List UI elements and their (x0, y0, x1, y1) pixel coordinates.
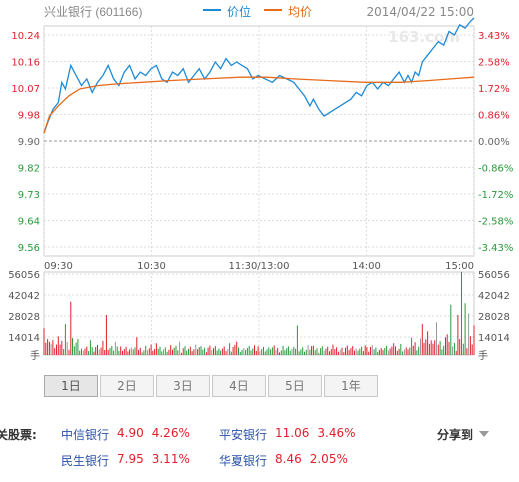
price-tick-label: 9.98 (18, 111, 40, 122)
stock-price: 8.46 (275, 452, 302, 466)
stock-price: 7.95 (117, 452, 144, 466)
time-tick-label: 10:30 (137, 261, 166, 272)
percent-tick-label: 3.43% (478, 31, 510, 42)
related-stock-item[interactable]: 华夏银行 8.46 2.05% (219, 452, 348, 469)
percent-axis: 3.43% 2.58% 1.72% 0.86% 0.00% -0.86% -1.72% -2.… (478, 31, 513, 254)
price-tick-label: 9.73 (18, 190, 40, 201)
chart-datetime: 2014/04/22 15:00 (366, 5, 474, 19)
percent-tick-label: 0.86% (478, 111, 510, 122)
stock-name[interactable]: 华夏银行 (219, 454, 268, 468)
volume-unit-label: 手 (478, 349, 488, 362)
time-tick-label: 14:00 (352, 261, 381, 272)
legend-avg-label: 均价 (288, 5, 312, 19)
volume-unit-label: 手 (30, 349, 40, 362)
related-stock-item[interactable]: 民生银行 7.95 3.11% (61, 452, 190, 469)
price-tick-label: 10.24 (11, 31, 40, 42)
price-line (43, 17, 475, 134)
related-stocks: 关股票: 中信银行 4.90 4.26% 平安银行 11.06 3.46% 民生… (0, 420, 519, 482)
percent-tick-label: 0.00% (478, 137, 510, 148)
price-grid (43, 25, 475, 257)
stock-price: 11.06 (275, 426, 310, 440)
volume-tick-label: 42042 (8, 291, 40, 302)
percent-tick-label: 2.58% (478, 58, 510, 69)
volume-tick-label: 28028 (8, 312, 40, 323)
chevron-down-icon (479, 431, 490, 437)
related-stock-item[interactable]: 中信银行 4.90 4.26% (61, 426, 190, 443)
period-tabs: 1日 2日 3日 4日 5日 1年 (44, 375, 380, 397)
stock-name[interactable]: 中信银行 (61, 428, 110, 442)
stock-change: 3.11% (151, 452, 190, 466)
tab-4day[interactable]: 4日 (212, 375, 266, 397)
stock-change: 4.26% (151, 426, 190, 440)
volume-bars (43, 272, 475, 355)
volume-tick-label: 28028 (478, 312, 510, 323)
volume-grid (43, 271, 475, 356)
volume-axis: 56056 56056 42042 42042 28028 28028 14014 14014… (8, 270, 510, 362)
price-tick-label: 9.64 (18, 217, 40, 228)
percent-tick-label: -0.86% (478, 164, 513, 175)
volume-tick-label: 42042 (478, 291, 510, 302)
stock-change: 2.05% (309, 452, 348, 466)
chart-title: 兴业银行 (601166) (44, 5, 142, 19)
average-price-line (43, 76, 475, 134)
related-stock-item[interactable]: 平安银行 11.06 3.46% (219, 426, 356, 443)
percent-tick-label: -2.58% (478, 217, 513, 228)
tab-2day[interactable]: 2日 (100, 375, 154, 397)
volume-tick-label: 14014 (478, 333, 510, 344)
watermark: 163.com (388, 28, 460, 46)
volume-tick-label: 56056 (8, 270, 40, 281)
volume-tick-label: 56056 (478, 270, 510, 281)
time-axis: 09:30 10:30 11:30/13:00 14:00 15:00 (44, 261, 474, 272)
intraday-chart: 兴业银行 (601166) 价位 均价 2014/04/22 15:00 163… (8, 4, 513, 362)
price-tick-label: 9.90 (18, 137, 40, 148)
percent-tick-label: 1.72% (478, 84, 510, 95)
share-button[interactable]: 分享到 (437, 426, 490, 443)
price-tick-label: 9.56 (18, 243, 40, 254)
tab-1year[interactable]: 1年 (324, 375, 378, 397)
percent-tick-label: -1.72% (478, 190, 513, 201)
share-label: 分享到 (437, 428, 474, 442)
legend: 价位 均价 (203, 4, 312, 19)
stock-name[interactable]: 平安银行 (219, 428, 268, 442)
price-tick-label: 10.16 (11, 58, 40, 69)
tab-5day[interactable]: 5日 (268, 375, 322, 397)
stock-name[interactable]: 民生银行 (61, 454, 110, 468)
percent-tick-label: -3.43% (478, 243, 513, 254)
related-label: 关股票: (0, 428, 37, 442)
price-tick-label: 9.82 (18, 164, 40, 175)
price-tick-label: 10.07 (11, 84, 40, 95)
tab-3day[interactable]: 3日 (156, 375, 210, 397)
time-tick-label: 15:00 (445, 261, 474, 272)
volume-tick-label: 14014 (8, 333, 40, 344)
legend-price-label: 价位 (227, 4, 251, 19)
time-tick-label: 11:30/13:00 (228, 261, 289, 272)
stock-price: 4.90 (117, 426, 144, 440)
tab-1day[interactable]: 1日 (44, 375, 98, 397)
stock-change: 3.46% (317, 426, 356, 440)
price-lines (43, 17, 475, 134)
price-axis: 10.24 10.16 10.07 9.98 9.90 9.82 9.73 9.64 9.56 (11, 31, 40, 254)
time-tick-label: 09:30 (44, 261, 73, 272)
